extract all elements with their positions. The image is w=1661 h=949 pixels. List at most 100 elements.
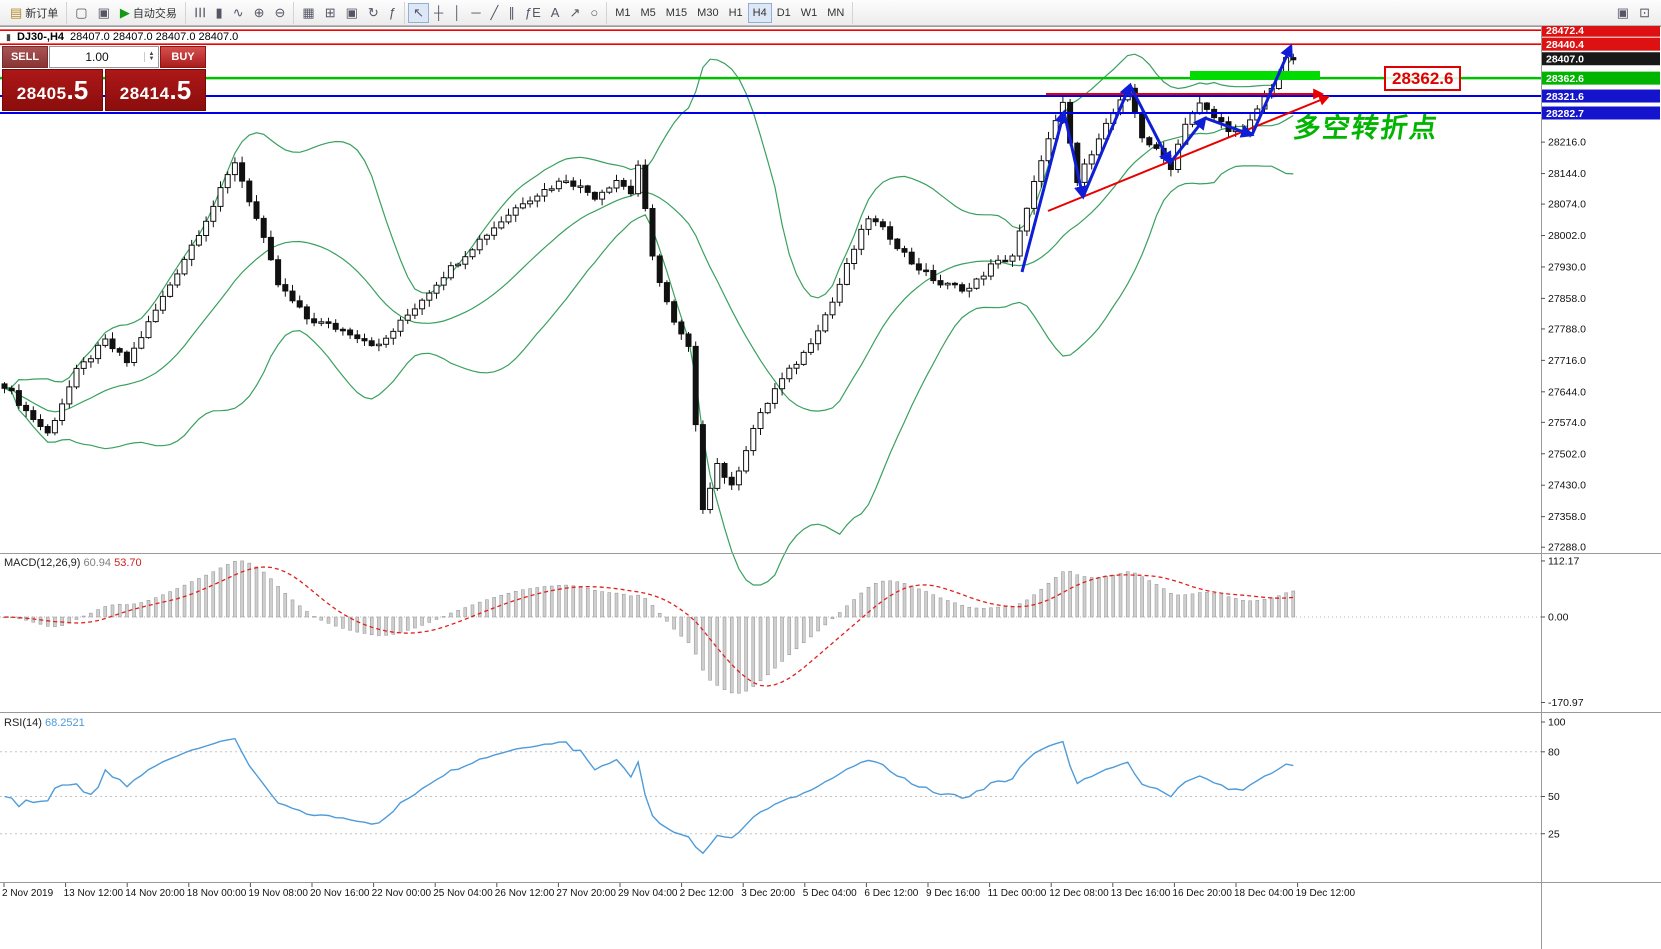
- price-line-badge-text: 28362.6: [1546, 73, 1584, 85]
- bid-frac: .5: [66, 75, 89, 105]
- cursor-button[interactable]: ↖: [408, 2, 429, 23]
- price-tick-label: 27502.0: [1548, 448, 1586, 460]
- zigzag-arrow-segment[interactable]: [1081, 82, 1133, 198]
- refresh-button-icon: ↻: [367, 5, 379, 20]
- tile-windows-button[interactable]: ⊞: [320, 3, 341, 23]
- time-axis-label: 9 Dec 16:00: [926, 888, 980, 899]
- arrow-button[interactable]: ↗: [564, 3, 585, 23]
- chart-layers: 28216.0 28144.0 28074.0 28002.0 27930.0 27858…: [0, 23, 1661, 949]
- tf-m1-label: M1: [615, 6, 631, 19]
- tf-m1[interactable]: M1: [610, 3, 635, 23]
- channel-button[interactable]: ∥: [503, 3, 520, 23]
- cursor-button-icon: ↖: [413, 5, 424, 20]
- bid-price[interactable]: 28405 .5: [2, 69, 103, 111]
- chart-shift-button[interactable]: ▣: [1612, 3, 1634, 23]
- time-axis-label: 11 Dec 00:00: [988, 888, 1047, 899]
- volume-input[interactable]: 1.00: [85, 50, 109, 64]
- trade-prices-row: 28405 .5 28414 .5: [2, 69, 206, 111]
- cascade-button[interactable]: ▣: [341, 3, 363, 23]
- toolbar-group-order: ▤ 新订单: [2, 1, 68, 24]
- tf-mn[interactable]: MN: [822, 3, 849, 23]
- crosshair-button[interactable]: ┼: [429, 3, 448, 23]
- time-axis-label: 12 Dec 08:00: [1049, 888, 1109, 899]
- zigzag-arrow-segment[interactable]: [1062, 111, 1088, 200]
- tf-h1-label: H1: [728, 6, 743, 19]
- bollinger-band: [4, 114, 1294, 413]
- zigzag-arrow-segment[interactable]: [1204, 116, 1255, 138]
- zoom-out-button[interactable]: ⊖: [270, 3, 291, 23]
- sell-button[interactable]: SELL: [2, 46, 48, 68]
- time-axis-label: 13 Nov 12:00: [64, 888, 124, 899]
- one-click-trading-panel: SELL 1.00 ▲ ▼ BUY 28405 .5 28414 .5: [2, 46, 206, 111]
- grid-button[interactable]: ▦: [297, 3, 319, 23]
- window-list-button-icon: ⊡: [1639, 5, 1650, 20]
- buy-button[interactable]: BUY: [160, 46, 206, 68]
- arrow-button-icon: ↗: [569, 5, 581, 20]
- auto-trading-button-icon: ▶: [119, 5, 130, 20]
- charts-button[interactable]: ▢: [70, 3, 92, 23]
- zoom-in-button-icon: ⊕: [253, 5, 265, 20]
- ask-price[interactable]: 28414 .5: [105, 69, 206, 111]
- fibonacci-button[interactable]: ƒE: [520, 3, 546, 23]
- time-axis-label: 19 Nov 08:00: [248, 888, 308, 899]
- zigzag-arrow-segment[interactable]: [1128, 84, 1172, 166]
- macd-axis-label: 112.17: [1548, 555, 1579, 567]
- chart-shift-button-icon: ▣: [1616, 5, 1630, 20]
- tf-m30[interactable]: M30: [692, 3, 723, 23]
- volume-stepper[interactable]: ▲ ▼: [144, 51, 158, 62]
- tf-d1[interactable]: D1: [772, 3, 796, 23]
- tf-m5[interactable]: M5: [635, 3, 660, 23]
- charts-button-icon: ▢: [75, 5, 88, 20]
- time-axis-label: 18 Dec 04:00: [1234, 888, 1294, 899]
- volume-down-icon[interactable]: ▼: [148, 56, 155, 62]
- window-list-button[interactable]: ⊡: [1634, 3, 1655, 23]
- horizontal-line-button[interactable]: ─: [466, 3, 485, 23]
- time-axis-label: 29 Nov 04:00: [618, 888, 678, 899]
- trendline-button[interactable]: ╱: [486, 3, 504, 23]
- price-line-badge: [1542, 71, 1660, 85]
- tf-m15[interactable]: M15: [661, 3, 692, 23]
- trendline-red[interactable]: [1047, 95, 1331, 212]
- price-line-badge: [1542, 52, 1660, 66]
- time-axis-label: 16 Dec 20:00: [1172, 888, 1232, 899]
- trendline-button-icon: ╱: [490, 5, 499, 20]
- time-axis-label: 6 Dec 12:00: [864, 888, 918, 899]
- price-tick-label: 27788.0: [1548, 323, 1586, 335]
- price-annotation[interactable]: 28362.6: [1384, 66, 1462, 91]
- green-zone-rectangle[interactable]: [1190, 71, 1320, 80]
- zigzag-arrow-segment[interactable]: [1020, 109, 1068, 273]
- time-axis-label: 26 Nov 12:00: [495, 888, 555, 899]
- indicators-button[interactable]: ƒ: [384, 3, 401, 23]
- tf-w1[interactable]: W1: [796, 3, 823, 23]
- volume-box: 1.00 ▲ ▼: [49, 46, 159, 68]
- toolbar-group-layout: ▦ ⊞ ▣ ↻ ƒ: [294, 1, 406, 24]
- turning-point-annotation[interactable]: 多空转折点: [1291, 113, 1441, 143]
- tf-h4[interactable]: H4: [747, 2, 772, 23]
- fibonacci-button-icon: ƒE: [524, 5, 541, 20]
- price-tick-label: 27430.0: [1548, 480, 1586, 492]
- bar-chart-button[interactable]: ☰: [189, 3, 211, 23]
- rsi-value: 68.2521: [44, 717, 85, 729]
- tf-h1[interactable]: H1: [724, 3, 748, 23]
- zigzag-arrow-segment[interactable]: [1168, 115, 1207, 164]
- time-axis-label: 5 Dec 04:00: [803, 888, 857, 899]
- line-chart-button-icon: ∿: [232, 5, 244, 20]
- zoom-in-button[interactable]: ⊕: [249, 3, 270, 23]
- text-button[interactable]: A: [546, 3, 565, 23]
- price-tick-label: 28074.0: [1548, 199, 1586, 211]
- new-order-button[interactable]: ▤ 新订单: [5, 3, 63, 23]
- vertical-line-button[interactable]: │: [448, 3, 466, 23]
- volume-up-icon[interactable]: ▲: [148, 51, 155, 57]
- line-chart-button[interactable]: ∿: [228, 3, 249, 23]
- zigzag-arrow-segment[interactable]: [1250, 43, 1293, 136]
- price-tick-label: 28144.0: [1548, 168, 1586, 180]
- profiles-button[interactable]: ▣: [93, 3, 115, 23]
- refresh-button[interactable]: ↻: [363, 3, 384, 23]
- time-axis-label: 18 Nov 00:00: [187, 888, 247, 899]
- shapes-button[interactable]: ○: [585, 3, 603, 23]
- candlestick-button[interactable]: ▮: [211, 3, 228, 23]
- grid-button-icon: ▦: [302, 5, 315, 20]
- auto-trading-button[interactable]: ▶ 自动交易: [115, 3, 182, 23]
- toolbar-group-tools: ↖ ┼ │ ─ ╱ ∥ ƒE A ↗ ○: [405, 1, 608, 24]
